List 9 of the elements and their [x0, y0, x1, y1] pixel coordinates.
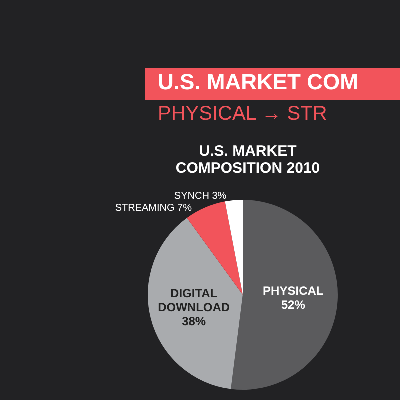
chart-title: U.S. MARKET COMPOSITION 2010: [176, 143, 320, 177]
text: U.S. MARKET COM: [158, 70, 358, 94]
slice-label: PHYSICAL: [263, 284, 324, 298]
slice-label: SYNCH 3%: [174, 190, 227, 202]
slice-label: DIGITAL DOWNLOAD: [158, 286, 230, 315]
text: PHYSICAL → STR: [158, 103, 328, 125]
data-label: 52%: [281, 298, 306, 312]
data-label: 38%: [182, 314, 206, 329]
slice-label: STREAMING 7%: [115, 202, 192, 214]
